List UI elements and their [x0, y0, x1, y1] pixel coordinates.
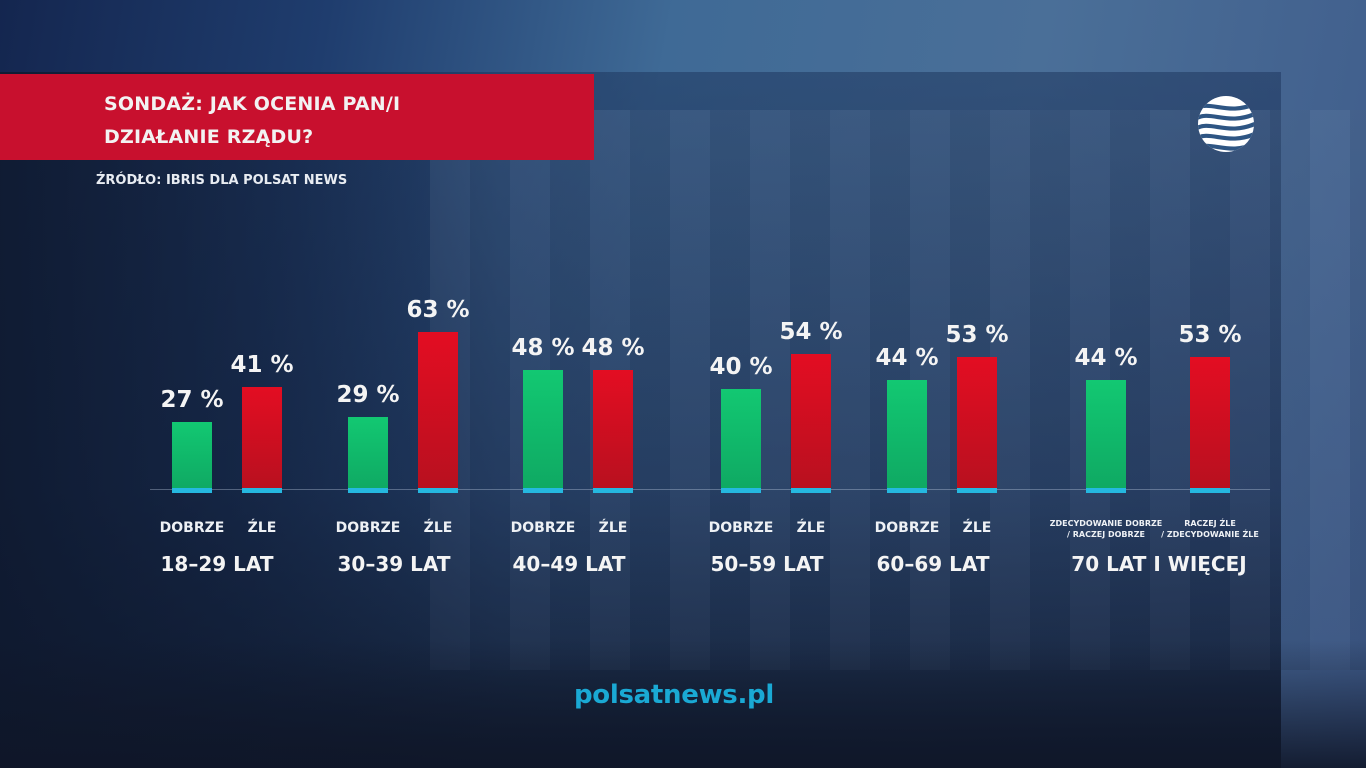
bar-base-strip — [1190, 488, 1230, 493]
bar-18-29-zle — [242, 387, 282, 493]
bar-50-59-dobrze — [721, 389, 761, 493]
bar-label-line-2: / ZDECYDOWANIE ŹLE — [1161, 530, 1259, 539]
bar-label-line-1: RACZEJ ŹLE — [1184, 519, 1236, 528]
bar-base-strip — [523, 488, 563, 493]
bar-label-line-2: / RACZEJ DOBRZE — [1067, 530, 1145, 539]
background-bottom-shade — [0, 640, 1366, 768]
bar-base-strip — [721, 488, 761, 493]
bar-base-strip — [348, 488, 388, 493]
source-label: ŹRÓDŁO: IBRIS DLA POLSAT NEWS — [96, 173, 348, 188]
bar-base-strip — [791, 488, 831, 493]
bar-base-strip — [242, 488, 282, 493]
age-group-label: 18–29 LAT — [160, 552, 274, 576]
value-label: 53 % — [945, 322, 1009, 348]
bar-label: DOBRZE — [335, 520, 401, 536]
value-label: 27 % — [160, 387, 224, 413]
bar-label: ŹLE — [247, 520, 277, 536]
age-group-label: 40–49 LAT — [512, 552, 626, 576]
value-label: 40 % — [709, 354, 773, 380]
age-group-label: 60–69 LAT — [876, 552, 990, 576]
bar-label: DOBRZE — [159, 520, 225, 536]
bar-50-59-zle — [791, 354, 831, 493]
bar-label: RACZEJ ŹLE / ZDECYDOWANIE ŹLE — [1145, 518, 1275, 540]
age-group-label: 30–39 LAT — [337, 552, 451, 576]
bar-base-strip — [1086, 488, 1126, 493]
bar-label: ŹLE — [423, 520, 453, 536]
footer-brand: polsatnews.pl — [574, 680, 774, 710]
value-label: 44 % — [1074, 345, 1138, 371]
value-label: 41 % — [230, 352, 294, 378]
bar-label: DOBRZE — [510, 520, 576, 536]
bar-60-69-dobrze — [887, 380, 927, 493]
chart-baseline — [150, 489, 1270, 490]
chart-title-line-2: DZIAŁANIE RZĄDU? — [104, 126, 314, 148]
bar-label: ŹLE — [598, 520, 628, 536]
bar-30-39-dobrze — [348, 417, 388, 493]
bar-base-strip — [887, 488, 927, 493]
chart-title: SONDAŻ: JAK OCENIA PAN/I DZIAŁANIE RZĄDU… — [104, 88, 584, 154]
bar-label: ŹLE — [796, 520, 826, 536]
age-group-label: 50–59 LAT — [710, 552, 824, 576]
bar-base-strip — [172, 488, 212, 493]
value-label: 44 % — [875, 345, 939, 371]
bar-40-49-dobrze — [523, 370, 563, 493]
bar-base-strip — [957, 488, 997, 493]
bar-label: DOBRZE — [708, 520, 774, 536]
bar-label-line-1: ZDECYDOWANIE DOBRZE — [1049, 519, 1163, 528]
chart-title-line-1: SONDAŻ: JAK OCENIA PAN/I — [104, 93, 401, 115]
value-label: 53 % — [1178, 322, 1242, 348]
polsat-news-globe-icon — [1198, 96, 1254, 152]
bar-base-strip — [418, 488, 458, 493]
bar-label: DOBRZE — [874, 520, 940, 536]
bar-label: ŹLE — [962, 520, 992, 536]
bar-70-plus-zle — [1190, 357, 1230, 493]
title-banner — [0, 74, 594, 160]
bar-40-49-zle — [593, 370, 633, 493]
bar-base-strip — [593, 488, 633, 493]
bar-70-plus-dobrze — [1086, 380, 1126, 493]
bar-30-39-zle — [418, 332, 458, 493]
bar-18-29-dobrze — [172, 422, 212, 493]
value-label: 54 % — [779, 319, 843, 345]
value-label: 48 % — [511, 335, 575, 361]
value-label: 29 % — [336, 382, 400, 408]
bar-label: ZDECYDOWANIE DOBRZE / RACZEJ DOBRZE — [1041, 518, 1171, 540]
value-label: 63 % — [406, 297, 470, 323]
value-label: 48 % — [581, 335, 645, 361]
age-group-label: 70 LAT I WIĘCEJ — [1071, 552, 1247, 576]
bar-60-69-zle — [957, 357, 997, 493]
